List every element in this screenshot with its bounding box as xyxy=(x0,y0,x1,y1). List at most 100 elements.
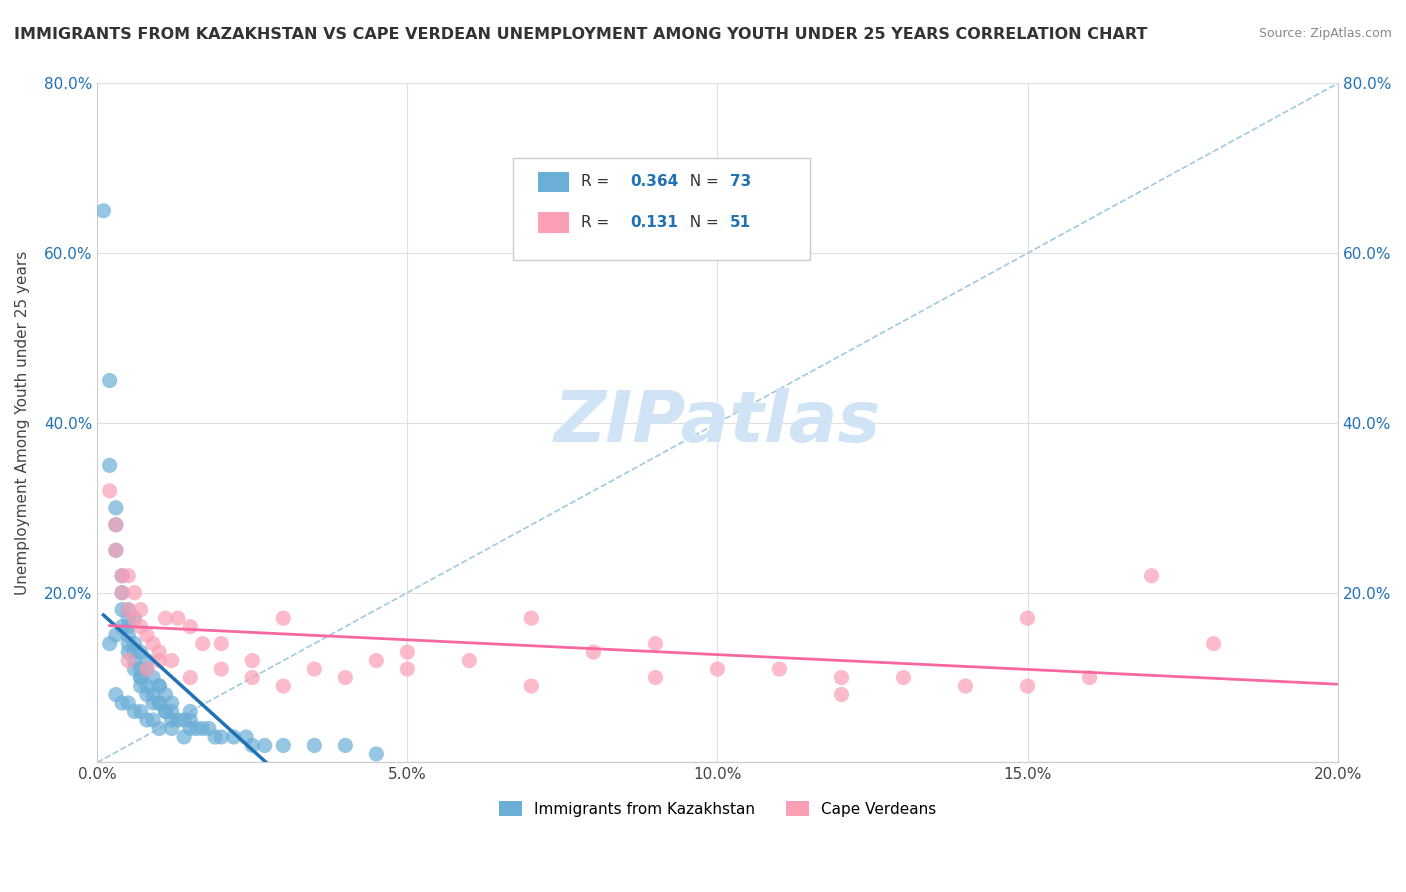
Point xyxy=(167,611,190,625)
Text: 51: 51 xyxy=(730,215,751,230)
Point xyxy=(117,568,139,582)
Point xyxy=(124,611,146,625)
Point xyxy=(124,645,146,659)
Text: IMMIGRANTS FROM KAZAKHSTAN VS CAPE VERDEAN UNEMPLOYMENT AMONG YOUTH UNDER 25 YEA: IMMIGRANTS FROM KAZAKHSTAN VS CAPE VERDE… xyxy=(14,27,1147,42)
Text: R =: R = xyxy=(581,175,614,189)
Point xyxy=(111,568,134,582)
Point xyxy=(160,654,183,668)
Point xyxy=(111,620,134,634)
Point xyxy=(209,662,232,676)
Point xyxy=(893,671,915,685)
Point xyxy=(129,620,152,634)
Text: Source: ZipAtlas.com: Source: ZipAtlas.com xyxy=(1258,27,1392,40)
Point xyxy=(135,628,157,642)
Point xyxy=(304,662,326,676)
Point xyxy=(1140,568,1163,582)
Point xyxy=(155,705,177,719)
Point xyxy=(148,722,170,736)
Point xyxy=(104,517,127,532)
Point xyxy=(520,611,543,625)
Point xyxy=(142,671,165,685)
Point xyxy=(304,739,326,753)
Point xyxy=(240,671,263,685)
Legend: Immigrants from Kazakhstan, Cape Verdeans: Immigrants from Kazakhstan, Cape Verdean… xyxy=(492,795,942,822)
Point xyxy=(1017,611,1039,625)
Point xyxy=(173,713,195,727)
Point xyxy=(124,705,146,719)
Point xyxy=(135,688,157,702)
FancyBboxPatch shape xyxy=(513,158,810,260)
Point xyxy=(104,500,127,515)
Point xyxy=(396,662,419,676)
Point xyxy=(117,645,139,659)
Point xyxy=(148,654,170,668)
Point xyxy=(179,705,201,719)
Point xyxy=(98,637,121,651)
Point xyxy=(160,696,183,710)
Point xyxy=(155,688,177,702)
Point xyxy=(142,713,165,727)
Point xyxy=(117,654,139,668)
Point xyxy=(235,730,257,744)
Point xyxy=(129,662,152,676)
Point xyxy=(366,747,388,761)
Point xyxy=(830,671,852,685)
Point xyxy=(179,722,201,736)
Point xyxy=(1078,671,1101,685)
Point xyxy=(240,654,263,668)
Point xyxy=(830,688,852,702)
Text: 73: 73 xyxy=(730,175,751,189)
Point xyxy=(396,645,419,659)
Text: 0.131: 0.131 xyxy=(631,215,679,230)
Point xyxy=(135,662,157,676)
Point xyxy=(155,705,177,719)
Point xyxy=(160,722,183,736)
Point xyxy=(129,671,152,685)
Point xyxy=(104,543,127,558)
Point xyxy=(335,739,357,753)
Point xyxy=(186,722,208,736)
Point xyxy=(117,696,139,710)
Point xyxy=(204,730,226,744)
Point xyxy=(111,568,134,582)
Point xyxy=(1202,637,1225,651)
Y-axis label: Unemployment Among Youth under 25 years: Unemployment Among Youth under 25 years xyxy=(15,251,30,595)
Point xyxy=(98,458,121,473)
Point xyxy=(129,645,152,659)
Point xyxy=(271,739,294,753)
Point xyxy=(111,585,134,599)
Point xyxy=(520,679,543,693)
Point xyxy=(240,739,263,753)
Point xyxy=(117,628,139,642)
Point xyxy=(458,654,481,668)
Point xyxy=(117,620,139,634)
Point xyxy=(167,713,190,727)
Point xyxy=(209,730,232,744)
Point xyxy=(366,654,388,668)
Point xyxy=(179,671,201,685)
Point xyxy=(198,722,221,736)
Point xyxy=(191,722,214,736)
Point xyxy=(129,679,152,693)
Point xyxy=(111,696,134,710)
Point xyxy=(111,585,134,599)
Point xyxy=(104,543,127,558)
Point xyxy=(148,696,170,710)
Point xyxy=(135,662,157,676)
Point xyxy=(117,637,139,651)
Point xyxy=(129,705,152,719)
Point xyxy=(148,645,170,659)
Point xyxy=(179,620,201,634)
Point xyxy=(135,679,157,693)
Point xyxy=(191,637,214,651)
Point xyxy=(135,713,157,727)
Point xyxy=(644,637,666,651)
Point xyxy=(222,730,245,744)
Text: ZIPatlas: ZIPatlas xyxy=(554,388,882,458)
Point xyxy=(142,696,165,710)
Point xyxy=(124,654,146,668)
Point xyxy=(582,645,605,659)
Point xyxy=(124,662,146,676)
Point xyxy=(104,628,127,642)
Bar xyxy=(537,212,568,233)
